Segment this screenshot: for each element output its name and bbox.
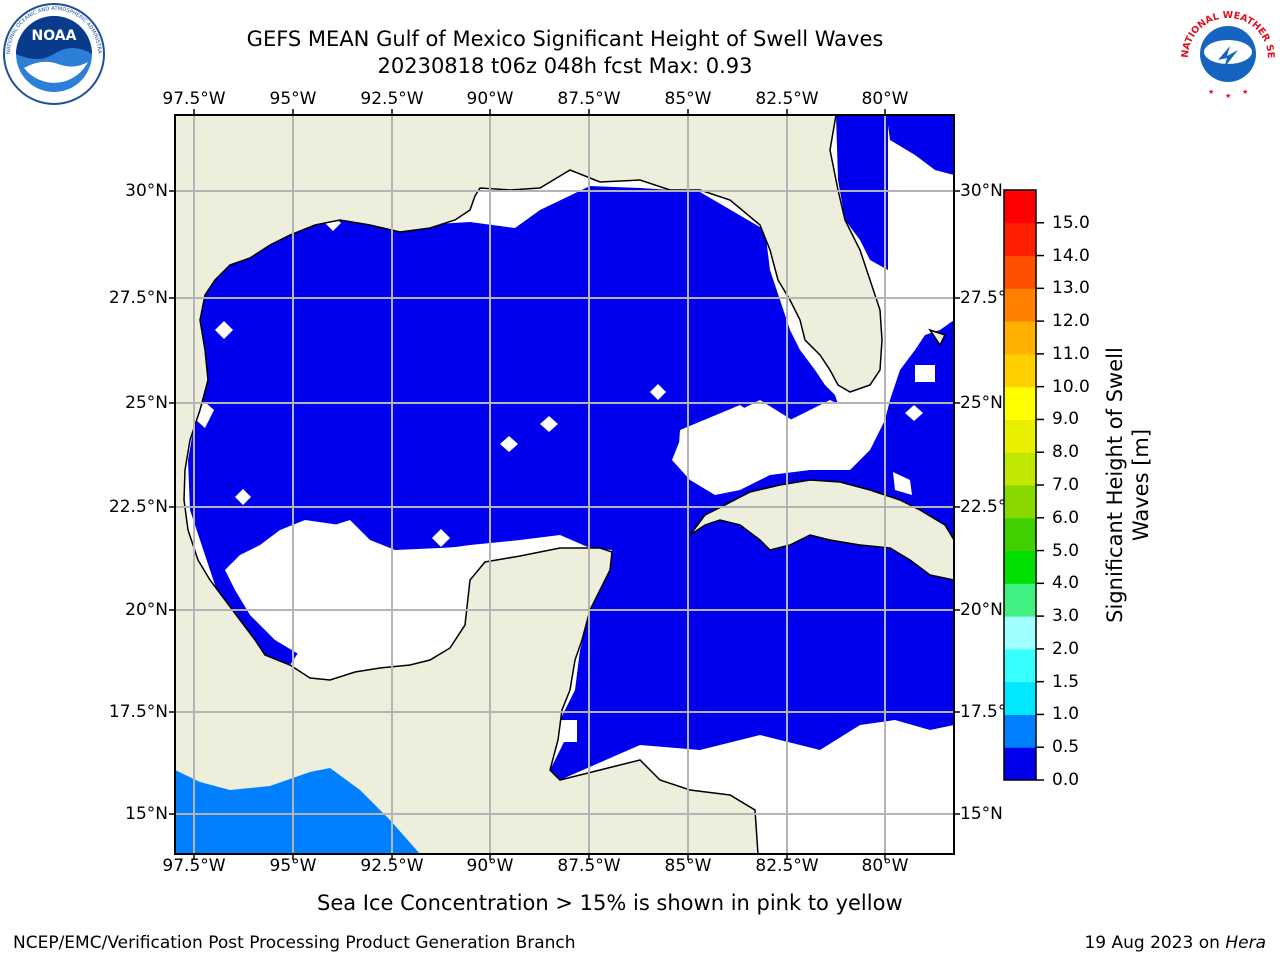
footer-host: Hera (1225, 933, 1266, 953)
map-grid (175, 115, 954, 854)
map-subtitle: 20230818 t06z 048h fcst Max: 0.93 (377, 54, 753, 78)
colorbar-segment (1004, 681, 1036, 715)
colorbar-segment (1004, 255, 1036, 289)
colorbar-segment (1004, 353, 1036, 388)
colorbar-segment (1004, 452, 1036, 486)
lat-label: 27.5°N (108, 288, 168, 308)
colorbar-tick-label: 0.0 (1052, 770, 1080, 790)
colorbar-tick-label: 6.0 (1052, 507, 1080, 528)
map-title: GEFS MEAN Gulf of Mexico Significant Hei… (246, 27, 884, 51)
colorbar-segment (1004, 485, 1036, 519)
colorbar-tick-label: 11.0 (1052, 343, 1090, 364)
lon-label: 82.5°W (755, 89, 819, 109)
lon-label: 80°W (861, 89, 909, 109)
lon-label: 92.5°W (360, 856, 424, 876)
colorbar-segment (1004, 583, 1036, 617)
land-masses (175, 115, 954, 854)
colorbar-tick-label: 1.5 (1052, 671, 1080, 692)
colorbar-tick-label: 0.5 (1052, 737, 1080, 758)
nws-logo: NATIONAL WEATHER SERVICE ★ ★ ★ (1178, 2, 1276, 100)
colorbar-segment (1004, 190, 1036, 224)
footer-date: 19 Aug 2023 on Hera (1084, 933, 1266, 953)
svg-text:★: ★ (1242, 88, 1248, 96)
lat-label: 25°N (125, 393, 168, 413)
footer-credit: NCEP/EMC/Verification Post Processing Pr… (13, 933, 576, 953)
colorbar-segment (1004, 222, 1036, 257)
svg-text:★: ★ (1225, 92, 1231, 100)
colorbar-tick-label: 10.0 (1052, 376, 1090, 397)
colorbar-tick-label: 7.0 (1052, 475, 1080, 495)
colorbar-tick-label: 12.0 (1052, 311, 1090, 332)
lon-label: 92.5°W (360, 89, 424, 109)
lon-label: 82.5°W (755, 856, 819, 876)
colorbar-segment (1004, 550, 1036, 584)
swell-field-low (188, 115, 954, 854)
lon-label: 90°W (466, 856, 514, 876)
colorbar-label: Significant Height of Swell Waves [m] (1103, 347, 1153, 623)
pacific-swell (175, 768, 420, 854)
noaa-logo: NOAA NATIONAL OCEANIC AND ATMOSPHERIC AD… (2, 2, 105, 105)
lon-label: 87.5°W (557, 89, 621, 109)
colorbar-segment (1004, 288, 1036, 322)
colorbar-tick-label: 14.0 (1052, 245, 1090, 266)
sea-ice-note: Sea Ice Concentration > 15% is shown in … (317, 891, 903, 915)
svg-text:★: ★ (1208, 88, 1214, 96)
colorbar (1003, 189, 1044, 781)
lon-label: 87.5°W (557, 856, 621, 876)
lat-label: 22.5°N (108, 497, 168, 517)
noaa-logo-text: NOAA (32, 28, 77, 44)
lat-label: 15°N (125, 804, 168, 824)
footer-date-text: 19 Aug 2023 on (1084, 933, 1226, 953)
colorbar-tick-label: 3.0 (1052, 606, 1080, 627)
colorbar-tick-label: 8.0 (1052, 442, 1080, 463)
lon-label: 80°W (861, 856, 909, 876)
lat-label: 30°N (960, 181, 1003, 201)
colorbar-tick-label: 13.0 (1052, 278, 1090, 299)
lon-label: 85°W (664, 856, 712, 876)
colorbar-tick-label: 15.0 (1052, 212, 1090, 233)
colorbar-segment (1004, 517, 1036, 552)
colorbar-tick-label: 9.0 (1052, 409, 1080, 430)
colorbar-tick-label: 1.0 (1052, 704, 1080, 725)
lat-label: 30°N (125, 181, 168, 201)
lat-label: 20°N (125, 600, 168, 620)
lon-label: 90°W (466, 89, 514, 109)
colorbar-segment (1004, 714, 1036, 748)
lon-label: 85°W (664, 89, 712, 109)
colorbar-tick-label: 4.0 (1052, 573, 1080, 594)
colorbar-tick-label: 2.0 (1052, 638, 1080, 659)
colorbar-segment (1004, 419, 1036, 453)
colorbar-segment (1004, 648, 1036, 683)
colorbar-segment (1004, 747, 1036, 781)
lat-label: 15°N (960, 804, 1003, 824)
lon-label: 97.5°W (162, 856, 226, 876)
lat-label: 17.5°N (108, 702, 168, 722)
colorbar-segment (1004, 616, 1036, 650)
lon-label: 95°W (269, 856, 317, 876)
lon-label: 97.5°W (162, 89, 226, 109)
colorbar-segment (1004, 321, 1036, 355)
lat-label: 20°N (960, 600, 1003, 620)
colorbar-segment (1004, 386, 1036, 420)
colorbar-tick-label: 5.0 (1052, 540, 1080, 561)
lat-label: 25°N (960, 393, 1003, 413)
lon-label: 95°W (269, 89, 317, 109)
map-frame (174, 114, 955, 855)
